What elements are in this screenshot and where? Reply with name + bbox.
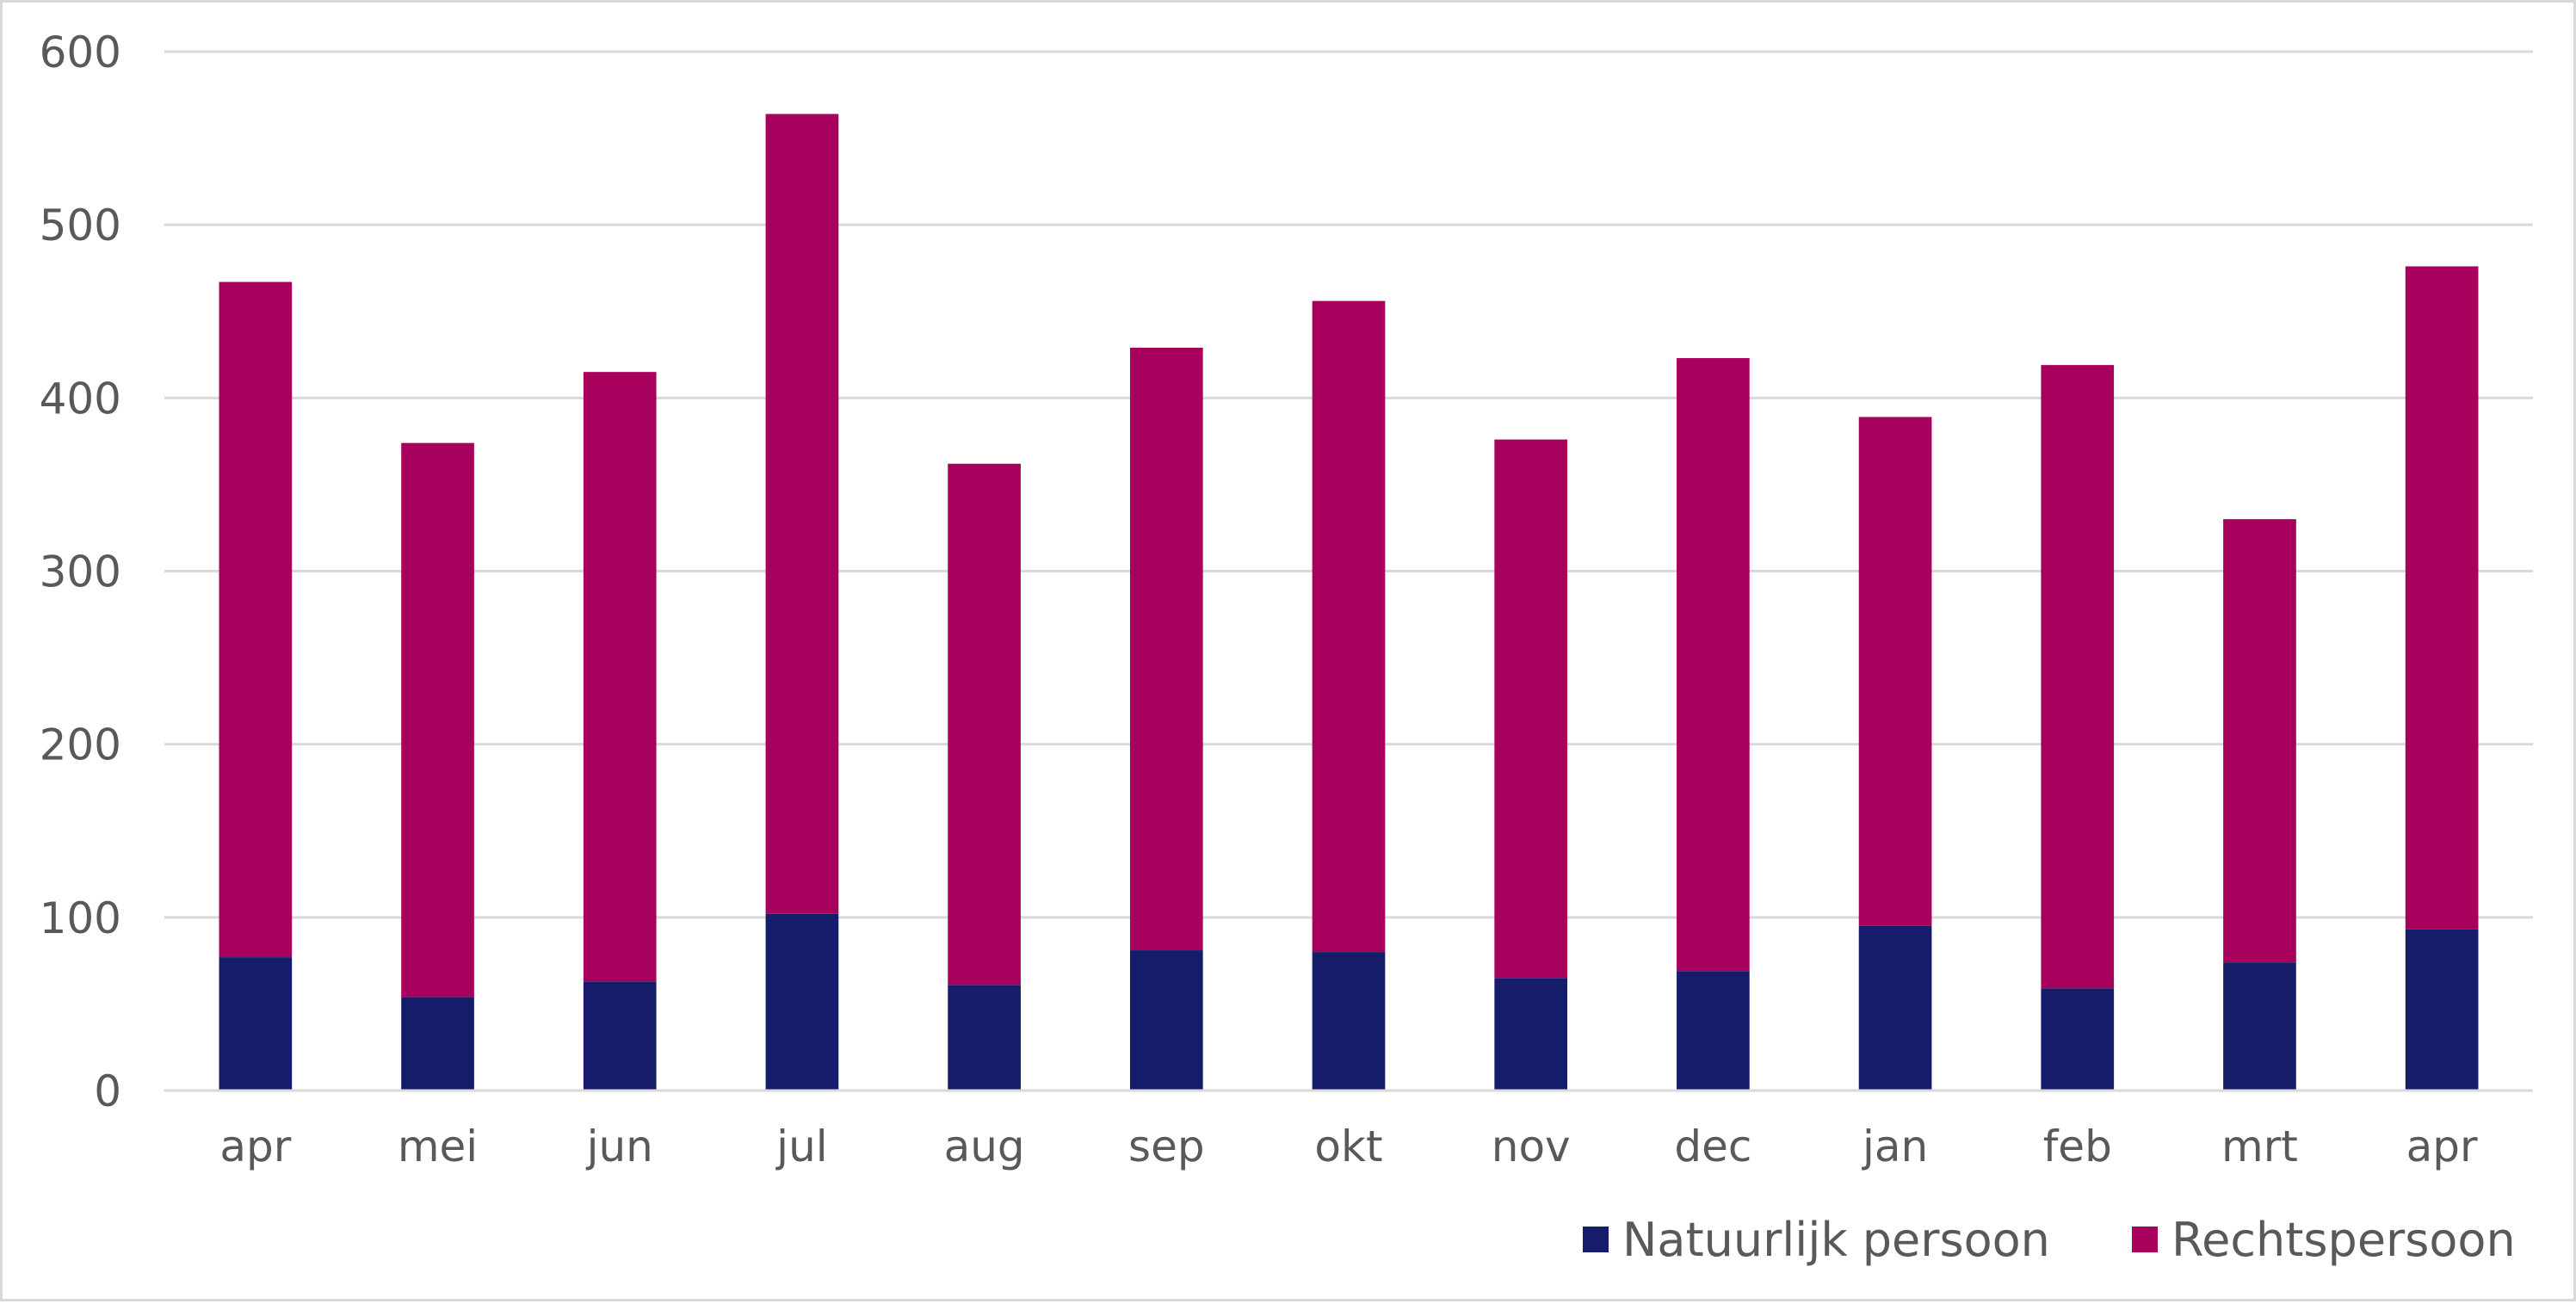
bar-rechtspersoon-2 bbox=[583, 372, 657, 982]
x-tick-label: apr bbox=[2406, 1122, 2478, 1171]
y-tick-label: 200 bbox=[40, 720, 121, 770]
bars bbox=[219, 114, 2479, 1091]
y-tick-label: 500 bbox=[40, 201, 121, 250]
x-tick-label: nov bbox=[1492, 1122, 1571, 1171]
bar-rechtspersoon-12 bbox=[2405, 266, 2479, 930]
bar-natuurlijk-persoon-10 bbox=[2041, 988, 2115, 1091]
bar-natuurlijk-persoon-5 bbox=[1129, 950, 1203, 1091]
y-tick-label: 600 bbox=[40, 28, 121, 77]
bar-natuurlijk-persoon-2 bbox=[583, 981, 657, 1091]
bar-rechtspersoon-1 bbox=[401, 442, 474, 998]
bar-rechtspersoon-4 bbox=[948, 463, 1021, 986]
bar-rechtspersoon-9 bbox=[1858, 417, 1932, 926]
x-tick-label: feb bbox=[2043, 1122, 2112, 1171]
bar-rechtspersoon-11 bbox=[2223, 519, 2296, 963]
bar-rechtspersoon-3 bbox=[765, 114, 839, 914]
bar-rechtspersoon-8 bbox=[1677, 358, 1750, 972]
bar-rechtspersoon-6 bbox=[1312, 300, 1386, 953]
x-tick-label: sep bbox=[1128, 1122, 1205, 1171]
legend-label-1: Rechtspersoon bbox=[2171, 1213, 2516, 1267]
x-tick-label: dec bbox=[1674, 1122, 1751, 1171]
x-tick-label: jun bbox=[586, 1122, 653, 1171]
bar-natuurlijk-persoon-7 bbox=[1494, 978, 1568, 1091]
x-tick-label: jan bbox=[1862, 1122, 1928, 1171]
bar-natuurlijk-persoon-11 bbox=[2223, 962, 2296, 1091]
y-tick-label: 300 bbox=[40, 547, 121, 597]
bar-natuurlijk-persoon-0 bbox=[219, 957, 293, 1091]
legend-swatch-1 bbox=[2132, 1227, 2158, 1252]
bar-rechtspersoon-7 bbox=[1494, 439, 1568, 979]
y-tick-label: 100 bbox=[40, 893, 121, 943]
bar-natuurlijk-persoon-12 bbox=[2405, 929, 2479, 1091]
bar-natuurlijk-persoon-1 bbox=[401, 997, 474, 1091]
y-tick-label: 0 bbox=[94, 1066, 121, 1116]
bar-rechtspersoon-5 bbox=[1129, 347, 1203, 951]
legend-label-0: Natuurlijk persoon bbox=[1622, 1213, 2050, 1267]
legend-swatch-0 bbox=[1583, 1227, 1609, 1252]
bar-natuurlijk-persoon-8 bbox=[1677, 971, 1750, 1091]
x-tick-label: apr bbox=[219, 1122, 291, 1171]
y-tick-label: 400 bbox=[40, 374, 121, 423]
bar-rechtspersoon-0 bbox=[219, 281, 293, 958]
bar-natuurlijk-persoon-3 bbox=[765, 913, 839, 1091]
x-tick-label: mrt bbox=[2221, 1122, 2298, 1171]
bar-rechtspersoon-10 bbox=[2041, 365, 2115, 989]
legend: Natuurlijk persoon Rechtspersoon bbox=[1583, 1213, 2516, 1267]
x-tick-label: aug bbox=[944, 1122, 1025, 1171]
bar-natuurlijk-persoon-4 bbox=[948, 985, 1021, 1091]
x-tick-label: jul bbox=[775, 1122, 827, 1171]
bar-natuurlijk-persoon-6 bbox=[1312, 952, 1386, 1091]
stacked-bar-chart: 0 100 200 300 400 500 600 apr mei jun jul aug sep okt… bbox=[40, 28, 2533, 1267]
x-tick-label: mei bbox=[398, 1122, 478, 1171]
x-tick-label: okt bbox=[1314, 1122, 1382, 1171]
axes: 0 100 200 300 400 500 600 apr mei jun jul aug sep okt… bbox=[40, 28, 2533, 1171]
bar-natuurlijk-persoon-9 bbox=[1858, 925, 1932, 1091]
